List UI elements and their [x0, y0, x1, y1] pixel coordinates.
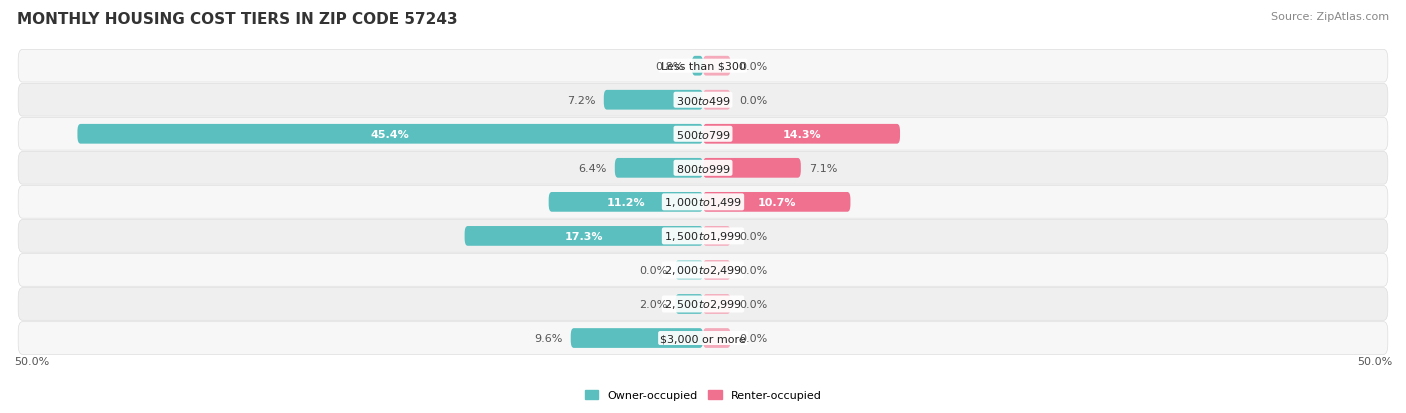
FancyBboxPatch shape: [703, 159, 801, 178]
FancyBboxPatch shape: [703, 90, 731, 110]
Text: $3,000 or more: $3,000 or more: [661, 333, 745, 343]
FancyBboxPatch shape: [703, 294, 731, 314]
Text: Source: ZipAtlas.com: Source: ZipAtlas.com: [1271, 12, 1389, 22]
FancyBboxPatch shape: [703, 261, 731, 280]
FancyBboxPatch shape: [703, 57, 731, 76]
FancyBboxPatch shape: [18, 322, 1388, 354]
Text: $500 to $799: $500 to $799: [675, 128, 731, 140]
FancyBboxPatch shape: [18, 288, 1388, 320]
FancyBboxPatch shape: [603, 90, 703, 110]
FancyBboxPatch shape: [18, 118, 1388, 151]
Text: Less than $300: Less than $300: [661, 62, 745, 71]
FancyBboxPatch shape: [18, 84, 1388, 117]
Text: 7.2%: 7.2%: [567, 95, 596, 105]
Text: 10.7%: 10.7%: [758, 197, 796, 207]
FancyBboxPatch shape: [18, 254, 1388, 287]
Text: 50.0%: 50.0%: [14, 356, 49, 366]
FancyBboxPatch shape: [703, 192, 851, 212]
Text: $2,500 to $2,999: $2,500 to $2,999: [664, 298, 742, 311]
FancyBboxPatch shape: [703, 226, 731, 246]
Text: 2.0%: 2.0%: [638, 299, 668, 309]
Text: 0.0%: 0.0%: [738, 333, 768, 343]
FancyBboxPatch shape: [675, 294, 703, 314]
Text: $1,500 to $1,999: $1,500 to $1,999: [664, 230, 742, 243]
Text: 9.6%: 9.6%: [534, 333, 562, 343]
Text: MONTHLY HOUSING COST TIERS IN ZIP CODE 57243: MONTHLY HOUSING COST TIERS IN ZIP CODE 5…: [17, 12, 457, 27]
Text: $300 to $499: $300 to $499: [675, 95, 731, 107]
Text: 6.4%: 6.4%: [578, 164, 606, 173]
Text: $1,000 to $1,499: $1,000 to $1,499: [664, 196, 742, 209]
FancyBboxPatch shape: [571, 328, 703, 348]
Text: 11.2%: 11.2%: [606, 197, 645, 207]
FancyBboxPatch shape: [614, 159, 703, 178]
Text: 0.0%: 0.0%: [738, 299, 768, 309]
Text: 0.0%: 0.0%: [738, 231, 768, 241]
FancyBboxPatch shape: [548, 192, 703, 212]
Text: 17.3%: 17.3%: [565, 231, 603, 241]
FancyBboxPatch shape: [464, 226, 703, 246]
FancyBboxPatch shape: [18, 186, 1388, 218]
Text: $800 to $999: $800 to $999: [675, 162, 731, 174]
Text: 50.0%: 50.0%: [1357, 356, 1392, 366]
Text: 45.4%: 45.4%: [371, 129, 409, 140]
FancyBboxPatch shape: [18, 220, 1388, 253]
FancyBboxPatch shape: [675, 261, 703, 280]
Text: 0.0%: 0.0%: [738, 62, 768, 71]
FancyBboxPatch shape: [703, 125, 900, 144]
Text: 7.1%: 7.1%: [808, 164, 838, 173]
Text: $2,000 to $2,499: $2,000 to $2,499: [664, 264, 742, 277]
Text: 0.8%: 0.8%: [655, 62, 683, 71]
Text: 0.0%: 0.0%: [738, 95, 768, 105]
FancyBboxPatch shape: [703, 328, 731, 348]
FancyBboxPatch shape: [692, 57, 703, 76]
Text: 0.0%: 0.0%: [638, 265, 668, 275]
Legend: Owner-occupied, Renter-occupied: Owner-occupied, Renter-occupied: [581, 385, 825, 405]
Text: 14.3%: 14.3%: [782, 129, 821, 140]
Text: 0.0%: 0.0%: [738, 265, 768, 275]
FancyBboxPatch shape: [77, 125, 703, 144]
FancyBboxPatch shape: [18, 50, 1388, 83]
FancyBboxPatch shape: [18, 152, 1388, 185]
